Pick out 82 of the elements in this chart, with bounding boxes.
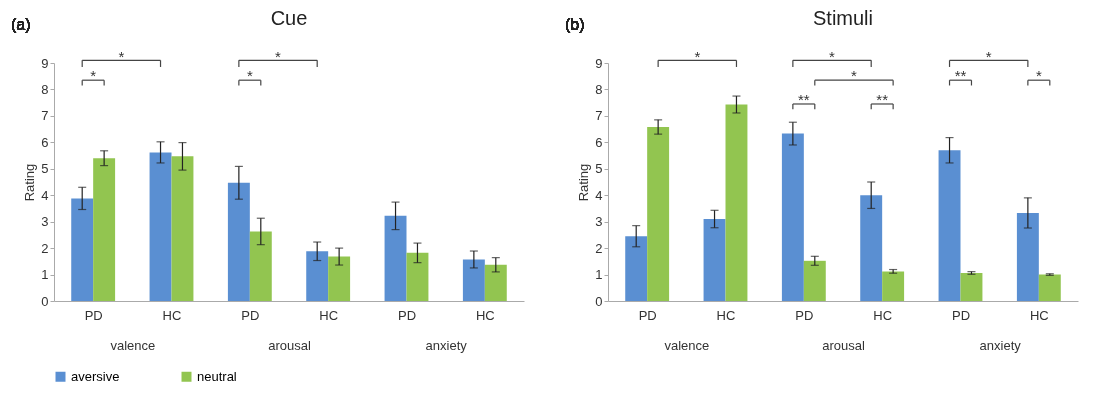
bar bbox=[227, 182, 250, 301]
chart-title: Cue bbox=[270, 6, 308, 29]
x-tick-label: HC bbox=[1029, 307, 1049, 323]
bar bbox=[149, 152, 172, 301]
legend-label: neutral bbox=[197, 368, 237, 384]
text: valence bbox=[110, 337, 156, 353]
bar bbox=[249, 231, 272, 301]
y-tick-label: 8 bbox=[595, 81, 603, 97]
bar bbox=[882, 271, 905, 301]
annotation: ** bbox=[797, 91, 810, 109]
bar bbox=[71, 198, 94, 301]
bar bbox=[625, 236, 648, 301]
bar bbox=[703, 219, 726, 301]
chart-title: Stimuli bbox=[812, 6, 874, 29]
annotation: * bbox=[90, 67, 97, 85]
bar bbox=[938, 150, 961, 301]
x-tick-label: HC bbox=[716, 307, 736, 323]
bar bbox=[725, 104, 748, 301]
x-tick-label: PD bbox=[397, 307, 417, 323]
y-axis-title: Rating bbox=[576, 163, 592, 202]
annotation: * bbox=[694, 47, 701, 65]
annotation: * bbox=[851, 67, 858, 85]
y-tick-label: 9 bbox=[595, 55, 603, 71]
bar bbox=[860, 195, 883, 301]
x-tick-label: HC bbox=[162, 307, 182, 323]
text: (b) bbox=[564, 15, 585, 33]
y-tick-label: 1 bbox=[595, 267, 603, 283]
bar bbox=[328, 256, 351, 301]
text: valence bbox=[664, 337, 710, 353]
x-tick-label: PD bbox=[951, 307, 971, 323]
annotation: ** bbox=[954, 67, 967, 85]
x-tick-label: HC bbox=[475, 307, 495, 323]
legend-label: aversive bbox=[71, 368, 120, 384]
y-tick-label: 6 bbox=[595, 134, 603, 150]
y-tick-label: 7 bbox=[41, 108, 49, 124]
y-tick-label: 1 bbox=[41, 267, 49, 283]
text: arousal bbox=[268, 337, 311, 353]
bar bbox=[484, 264, 507, 301]
annotation: ** bbox=[876, 91, 889, 109]
bar bbox=[781, 133, 804, 301]
y-tick-label: 2 bbox=[41, 240, 49, 256]
annotation: * bbox=[985, 47, 992, 65]
y-tick-label: 5 bbox=[595, 161, 603, 177]
bar bbox=[93, 158, 116, 301]
bar bbox=[462, 259, 485, 301]
x-tick-label: PD bbox=[241, 307, 260, 323]
y-tick-label: 4 bbox=[41, 187, 49, 203]
bar bbox=[406, 252, 429, 301]
x-tick-label: PD bbox=[638, 307, 657, 323]
y-tick-label: 9 bbox=[41, 55, 49, 71]
y-tick-label: 0 bbox=[595, 293, 603, 309]
bar bbox=[960, 272, 983, 301]
x-tick-label: PD bbox=[795, 307, 814, 323]
annotation: * bbox=[1035, 67, 1042, 85]
bar bbox=[171, 156, 194, 301]
y-tick-label: 3 bbox=[595, 214, 603, 230]
y-tick-label: 5 bbox=[41, 161, 49, 177]
y-tick-label: 3 bbox=[41, 214, 49, 230]
bar bbox=[1038, 274, 1061, 301]
y-tick-label: 6 bbox=[41, 134, 49, 150]
text: anxiety bbox=[425, 337, 468, 353]
bar bbox=[384, 215, 407, 301]
bar bbox=[306, 251, 329, 301]
text: (a) bbox=[10, 15, 31, 33]
bar bbox=[803, 260, 826, 301]
y-tick-label: 7 bbox=[595, 108, 603, 124]
text: anxiety bbox=[979, 337, 1022, 353]
y-tick-label: 4 bbox=[595, 187, 603, 203]
bar bbox=[1016, 212, 1039, 301]
annotation: * bbox=[118, 47, 125, 65]
annotation: * bbox=[246, 67, 253, 85]
text: arousal bbox=[822, 337, 865, 353]
annotation: * bbox=[275, 47, 282, 65]
y-tick-label: 0 bbox=[41, 293, 49, 309]
y-axis-title: Rating bbox=[22, 163, 38, 202]
y-tick-label: 8 bbox=[41, 81, 49, 97]
bar bbox=[647, 127, 670, 301]
x-tick-label: HC bbox=[319, 307, 339, 323]
x-tick-label: PD bbox=[84, 307, 103, 323]
y-tick-label: 2 bbox=[595, 240, 603, 256]
annotation: * bbox=[829, 47, 836, 65]
x-tick-label: HC bbox=[873, 307, 893, 323]
